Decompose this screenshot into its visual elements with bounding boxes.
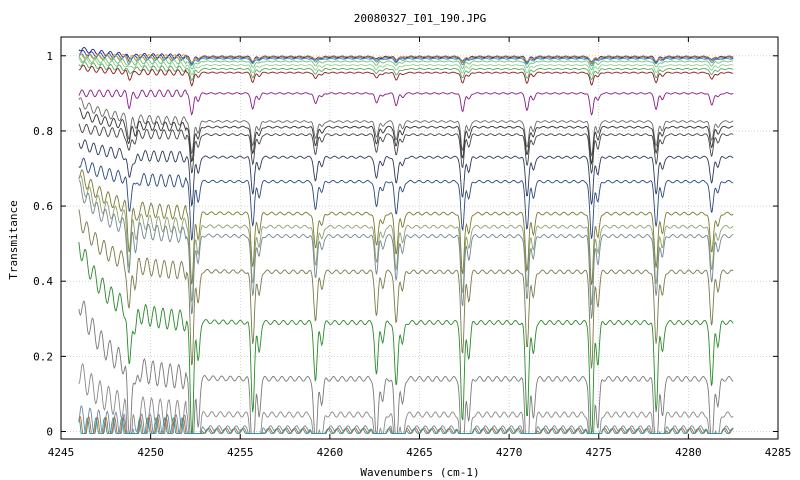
y-axis-label: Transmitance bbox=[7, 200, 20, 279]
y-tick-label: 0.6 bbox=[33, 200, 53, 213]
y-tick-label: 0.4 bbox=[33, 275, 53, 288]
x-tick-label: 4250 bbox=[137, 446, 164, 459]
series-line bbox=[78, 209, 734, 369]
series-line bbox=[78, 97, 734, 157]
x-tick-label: 4285 bbox=[765, 446, 792, 459]
x-tick-label: 4270 bbox=[496, 446, 523, 459]
series-line bbox=[78, 53, 734, 67]
chart-title: 20080327_I01_190.JPG bbox=[354, 12, 486, 25]
series-line bbox=[78, 300, 734, 434]
axis-ticks: 4245 4250 4255 4260 4265 4270 4275 4280 4285 0 0.2… bbox=[33, 37, 791, 459]
series-line bbox=[78, 123, 734, 174]
y-tick-label: 0.2 bbox=[33, 350, 53, 363]
x-axis-label: Wavenumbers (cm-1) bbox=[360, 466, 479, 479]
series-line bbox=[78, 175, 734, 305]
y-tick-label: 0.8 bbox=[33, 125, 53, 138]
series-line bbox=[78, 107, 734, 166]
series-line bbox=[78, 180, 734, 319]
series-line bbox=[78, 64, 734, 87]
series-line bbox=[78, 61, 734, 81]
x-tick-label: 4280 bbox=[675, 446, 702, 459]
series-line bbox=[78, 157, 734, 241]
x-tick-label: 4265 bbox=[406, 446, 433, 459]
series-line bbox=[78, 56, 734, 71]
x-tick-label: 4255 bbox=[227, 446, 254, 459]
x-tick-label: 4245 bbox=[48, 446, 75, 459]
x-tick-label: 4260 bbox=[317, 446, 344, 459]
series-line bbox=[78, 139, 734, 207]
series-line bbox=[78, 169, 734, 285]
series-line bbox=[78, 362, 734, 434]
y-tick-label: 1 bbox=[46, 50, 53, 63]
series-line bbox=[78, 89, 734, 116]
x-tick-label: 4275 bbox=[586, 446, 613, 459]
series-line bbox=[78, 57, 734, 76]
series-group bbox=[78, 46, 734, 434]
y-tick-label: 0 bbox=[46, 425, 53, 438]
series-line bbox=[78, 416, 734, 434]
series-line bbox=[78, 53, 734, 64]
series-line bbox=[78, 242, 734, 434]
